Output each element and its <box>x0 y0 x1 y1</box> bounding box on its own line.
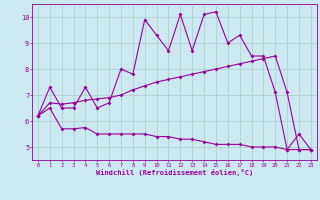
X-axis label: Windchill (Refroidissement éolien,°C): Windchill (Refroidissement éolien,°C) <box>96 169 253 176</box>
